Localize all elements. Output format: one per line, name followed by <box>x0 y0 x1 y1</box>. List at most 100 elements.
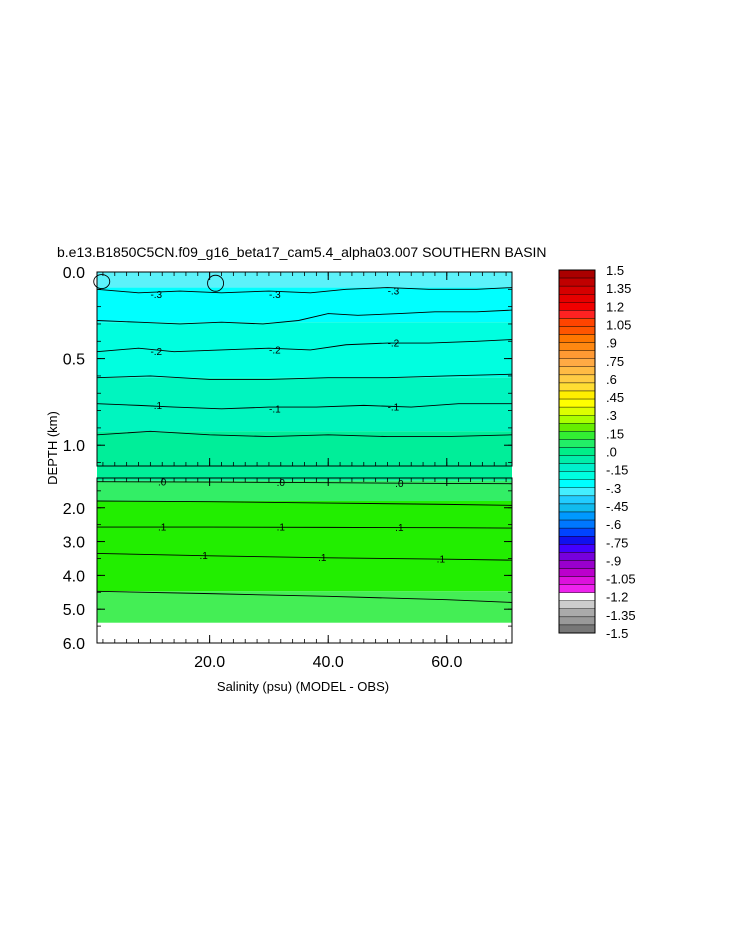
colorbar-label: .15 <box>606 426 624 441</box>
colorbar-label: 1.2 <box>606 299 624 314</box>
colorbar-swatch <box>558 302 596 311</box>
colorbar-swatch <box>558 398 596 408</box>
upper-panel: -.3 -.3 -.3 -.2 -.2 -.2 -.1 -.1 -.1 <box>93 272 513 466</box>
x-tick-label: 20.0 <box>194 654 225 671</box>
colorbar-swatch <box>558 511 596 521</box>
contour-fill-band-6 <box>97 480 512 501</box>
colorbar-label: -.45 <box>606 499 628 514</box>
contour-label: .0 <box>158 478 167 489</box>
colorbar-label: -.15 <box>606 463 628 478</box>
contour-line-upper-3 <box>96 373 513 380</box>
y-axis-label: DEPTH (km) <box>45 411 60 485</box>
colorbar-label: .75 <box>606 354 624 369</box>
contour-label: -.1 <box>150 401 162 412</box>
colorbar-label: -1.35 <box>606 608 636 623</box>
contour-line-upper-0 <box>96 287 513 294</box>
colorbar-swatch <box>558 479 596 489</box>
colorbar-swatch <box>558 616 596 626</box>
colorbar-label: .0 <box>606 445 617 460</box>
colorbar-label: -1.05 <box>606 572 636 587</box>
colorbar-label: -.9 <box>606 553 621 568</box>
colorbar-label: -1.5 <box>606 626 628 641</box>
colorbar-label: -1.2 <box>606 590 628 605</box>
colorbar-swatch <box>558 552 596 561</box>
y-tick-label: 2.0 <box>63 501 85 518</box>
contour-fill-band-7 <box>97 500 512 592</box>
colorbar-label: 1.35 <box>606 281 631 296</box>
colorbar-swatch <box>558 374 596 384</box>
contour-line-upper-4 <box>96 403 512 410</box>
contour-label: -.2 <box>388 339 400 350</box>
contour-fill-band-0 <box>97 272 512 288</box>
colorbar-swatch <box>558 576 596 585</box>
colorbar-swatch <box>558 592 596 601</box>
colorbar-label: .6 <box>606 372 617 387</box>
colorbar-swatch <box>558 326 596 335</box>
y-tick-label: 3.0 <box>63 535 85 552</box>
contour-label: .1 <box>437 554 446 565</box>
x-tick-label: 40.0 <box>313 654 344 671</box>
axes: 20.0 40.0 60.0 0.0 0.5 1.0 2.0 3.0 4.0 5.0 6.0 <box>63 265 513 671</box>
contour-label: -.3 <box>388 287 400 298</box>
colorbar-label: -.75 <box>606 535 628 550</box>
colorbar-swatch <box>558 608 596 618</box>
y-tick-label: 6.0 <box>63 636 85 653</box>
contour-loop-1 <box>207 274 225 292</box>
contour-label: -.3 <box>150 290 162 301</box>
colorbar-swatch <box>558 568 596 577</box>
colorbar-swatch <box>558 487 596 497</box>
contour-label: .1 <box>318 553 327 564</box>
contour-line-lower-3 <box>96 552 513 561</box>
colorbar-label: 1.5 <box>606 263 624 278</box>
colorbar-swatch <box>558 519 596 529</box>
contour-label: .1 <box>395 523 404 534</box>
colorbar-swatch <box>558 503 596 513</box>
y-tick-label: 0.0 <box>63 265 85 282</box>
colorbar-label: .3 <box>606 408 617 423</box>
colorbar-swatch <box>558 624 596 634</box>
colorbar-swatch <box>558 350 596 359</box>
colorbar-swatch <box>558 269 596 279</box>
colorbar-swatch <box>558 423 596 432</box>
colorbar-swatch <box>558 294 596 303</box>
y-tick-label: 0.5 <box>63 352 85 369</box>
colorbar-swatch <box>558 382 596 392</box>
contour-label: -.3 <box>269 290 281 301</box>
contour-line-upper-2 <box>96 339 513 353</box>
contour-loop-0 <box>93 274 111 289</box>
colorbar-swatch <box>558 495 596 505</box>
colorbar-frame <box>558 269 596 634</box>
colorbar-label: -.3 <box>606 481 621 496</box>
colorbar-label: -.6 <box>606 517 621 532</box>
contour-line-upper-1 <box>96 309 513 325</box>
contour-line-upper-5 <box>96 430 513 438</box>
colorbar-swatch <box>558 342 596 351</box>
contour-label: .0 <box>395 479 404 490</box>
colorbar-swatch <box>558 544 596 553</box>
y-tick-label: 5.0 <box>63 602 85 619</box>
contour-fill-band-4 <box>97 431 512 466</box>
colorbar-swatch <box>558 431 596 440</box>
contour-fill-band-8 <box>97 591 512 623</box>
colorbar-swatch <box>558 455 596 464</box>
contour-fill-band-5 <box>97 466 512 481</box>
colorbar-swatch <box>558 310 596 319</box>
colorbar-swatch <box>558 463 596 472</box>
y-tick-label: 1.0 <box>63 438 85 455</box>
colorbar-swatch <box>558 285 596 295</box>
colorbar-swatch <box>558 536 596 545</box>
colorbar-swatch <box>558 358 596 368</box>
contour-line-lower-4 <box>96 590 513 603</box>
colorbar-swatch <box>558 390 596 400</box>
contour-label: .1 <box>158 523 167 534</box>
contour-line-lower-2 <box>97 526 513 529</box>
colorbar: 1.5 1.35 1.2 1.05 .9 .75 .6 .45 .3 .15 .0 -.15 -.3 -.… <box>558 263 636 641</box>
contour-label: -.2 <box>150 347 162 358</box>
colorbar-swatch <box>558 366 596 376</box>
y-tick-label: 4.0 <box>63 568 85 585</box>
colorbar-label: .45 <box>606 390 624 405</box>
colorbar-swatch <box>558 277 596 287</box>
contour-label: .1 <box>200 551 209 562</box>
colorbar-swatch <box>558 527 596 537</box>
